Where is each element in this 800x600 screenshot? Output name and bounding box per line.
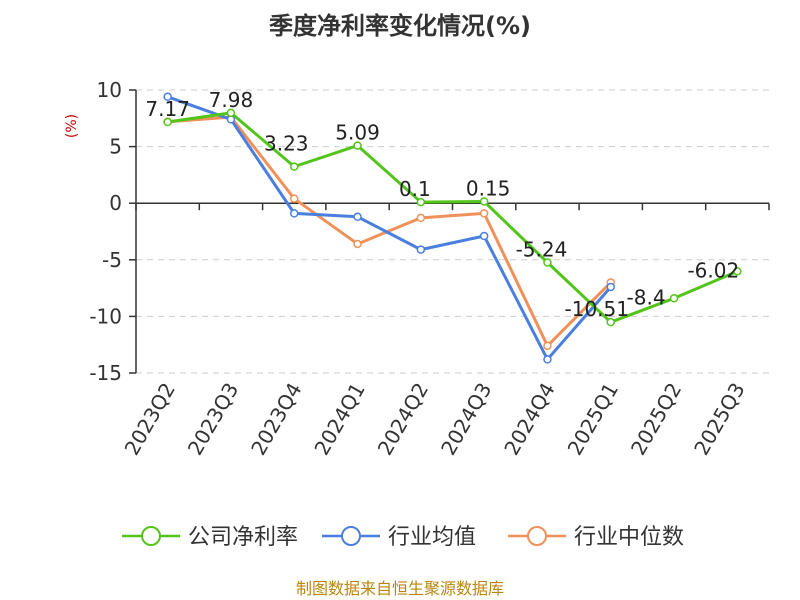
series-line: [167, 115, 612, 348]
y-tick-label: 0: [109, 191, 122, 215]
data-point: [606, 317, 615, 327]
legend-marker: [527, 526, 547, 546]
data-point: [669, 294, 679, 303]
x-tick-label: 2023Q3: [183, 379, 243, 460]
data-point: [290, 162, 299, 171]
data-point: [479, 231, 489, 241]
x-tick-label: 2024Q4: [499, 379, 559, 460]
legend-label: 行业中位数: [574, 525, 684, 550]
data-point: [733, 267, 742, 276]
data-point: [416, 213, 426, 223]
chart-title: 季度净利率变化情况(%): [269, 12, 531, 40]
data-point: [416, 197, 426, 207]
data-point: [606, 282, 615, 292]
data-point: [353, 239, 362, 249]
x-tick-label: 2023Q4: [246, 379, 306, 460]
legend-marker: [341, 526, 361, 546]
series-line: [167, 95, 612, 361]
data-point: [163, 117, 172, 127]
y-tick-label: -15: [89, 361, 122, 385]
source-note: 制图数据来自恒生聚源数据库: [296, 579, 504, 598]
data-point: [543, 341, 552, 351]
x-tick-label: 2024Q2: [373, 379, 433, 460]
x-tick-label: 2025Q2: [626, 379, 686, 460]
legend-label: 行业均值: [388, 525, 476, 550]
data-label: 7.17: [145, 97, 190, 121]
data-label: 3.23: [264, 132, 309, 156]
y-tick-label: 5: [109, 135, 122, 159]
data-label: 5.09: [335, 121, 380, 145]
data-point: [543, 355, 552, 364]
x-tick-label: 2025Q1: [563, 379, 623, 460]
y-axis-label: (%): [64, 114, 80, 138]
data-label: -10.51: [565, 297, 629, 321]
series-layer: [163, 92, 742, 364]
data-point: [416, 245, 426, 254]
data-point: [543, 258, 552, 267]
x-tick-label: 2024Q3: [436, 379, 496, 460]
y-tick-label: -10: [89, 304, 122, 328]
data-point: [479, 197, 489, 206]
x-tick-label: 2023Q2: [120, 379, 180, 460]
data-label: 7.98: [209, 88, 254, 112]
y-tick-label: 10: [97, 78, 122, 102]
data-point: [353, 212, 362, 222]
data-point: [290, 194, 299, 203]
series-line: [167, 111, 738, 324]
data-label: -5.24: [516, 238, 568, 262]
data-point: [163, 92, 172, 102]
data-point: [353, 141, 362, 150]
x-tick-label: 2025Q3: [689, 379, 749, 460]
x-tick-label: 2024Q1: [309, 379, 369, 460]
data-point: [479, 209, 489, 218]
legend-marker: [141, 526, 161, 546]
grid: [136, 89, 769, 374]
data-point: [226, 108, 236, 118]
legend: 公司净利率 行业均值 行业中位数: [122, 525, 684, 550]
legend-label: 公司净利率: [188, 525, 298, 550]
data-label: -8.4: [627, 285, 666, 309]
data-point: [290, 209, 299, 218]
data-label: 0.1: [399, 177, 431, 201]
data-label: -6.02: [687, 258, 739, 282]
data-labels: 7.17 7.98 3.23 5.09 0.1 0.15 -5.24 -10.51-8.4 -6…: [145, 88, 739, 321]
data-label: 0.15: [466, 177, 511, 201]
y-tick-label: -5: [102, 248, 122, 272]
